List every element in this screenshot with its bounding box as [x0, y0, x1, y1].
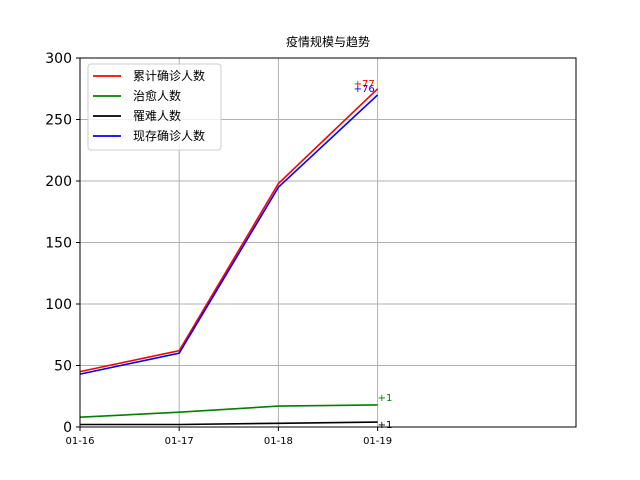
legend-label-0: 累计确诊人数: [133, 68, 205, 83]
x-tick-label: 01-19: [363, 436, 392, 447]
change-labels: +77 +1 +1 +76: [354, 79, 393, 431]
y-tick-label: 0: [63, 420, 72, 436]
change-label-1: +1: [378, 393, 393, 404]
y-tick-label: 300: [45, 51, 72, 67]
series-line-1: [79, 404, 378, 418]
y-tick-label: 100: [45, 297, 72, 313]
x-tick-label: 01-16: [65, 436, 94, 447]
y-tick-label: 250: [45, 113, 72, 129]
legend-label-3: 现存确诊人数: [133, 128, 205, 143]
change-label-0: +77: [354, 79, 375, 90]
series-lines: [79, 88, 379, 426]
series-line-3: [79, 94, 379, 375]
legend-box: [87, 63, 222, 151]
x-tick-label: 01-18: [264, 436, 293, 447]
y-tick-label: 200: [45, 174, 72, 190]
series-line-0: [79, 88, 379, 373]
change-label-2: +1: [378, 420, 393, 431]
legend-label-2: 罹难人数: [133, 108, 181, 123]
ticks: 01-16 01-17 01-18 01-19 0 50 100 150 200 250 300: [45, 51, 392, 447]
legend-label-1: 治愈人数: [133, 88, 181, 103]
y-tick-label: 150: [45, 236, 72, 252]
change-label-3: +76: [354, 84, 375, 95]
chart-title: 疫情规模与趋势: [286, 34, 370, 49]
y-tick-label: 50: [54, 359, 72, 375]
series-line-2: [80, 421, 378, 426]
x-tick-label: 01-17: [165, 436, 194, 447]
